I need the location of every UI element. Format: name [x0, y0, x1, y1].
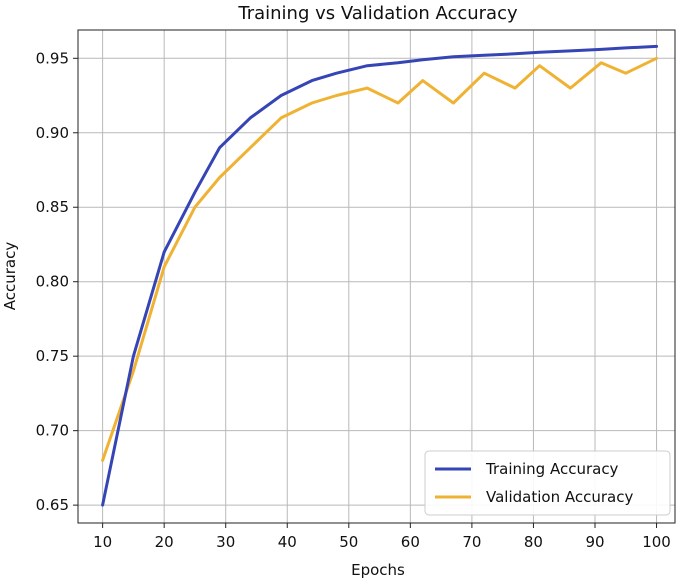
x-tick-label: 20: [155, 533, 174, 551]
x-tick-label: 80: [524, 533, 543, 551]
chart-title: Training vs Validation Accuracy: [237, 3, 518, 24]
validation-accuracy-line: [101, 56, 658, 462]
x-tick-label: 90: [585, 533, 604, 551]
x-tick-label: 70: [462, 533, 481, 551]
y-tick-label: 0.95: [36, 49, 69, 67]
y-tick-label: 0.90: [36, 124, 69, 142]
x-tick-label: 100: [642, 533, 671, 551]
x-tick-label: 50: [339, 533, 358, 551]
y-tick-label: 0.85: [36, 198, 69, 216]
series-layer: [101, 44, 658, 507]
y-tick-label: 0.70: [36, 422, 69, 440]
training-accuracy-line: [101, 44, 658, 507]
y-tick-label: 0.65: [36, 496, 69, 514]
y-tick-label: 0.75: [36, 347, 69, 365]
x-tick-label: 60: [401, 533, 420, 551]
legend-label-training: Training Accuracy: [485, 460, 619, 478]
y-axis: 0.65 0.70 0.75 0.80 0.85 0.90 0.95: [36, 49, 78, 514]
legend: Training Accuracy Validation Accuracy: [424, 450, 671, 516]
grid: [78, 30, 675, 523]
legend-label-validation: Validation Accuracy: [486, 488, 633, 506]
x-tick-label: 30: [216, 533, 235, 551]
x-axis-label: Epochs: [351, 561, 405, 579]
plot-frame: [77, 29, 676, 524]
legend-box: [424, 450, 671, 516]
y-tick-label: 0.80: [36, 273, 69, 291]
x-axis: 10 20 30 40 50 60 70 80 90 100: [93, 523, 671, 551]
x-tick-label: 10: [93, 533, 112, 551]
y-axis-label: Accuracy: [1, 242, 19, 311]
x-tick-label: 40: [278, 533, 297, 551]
